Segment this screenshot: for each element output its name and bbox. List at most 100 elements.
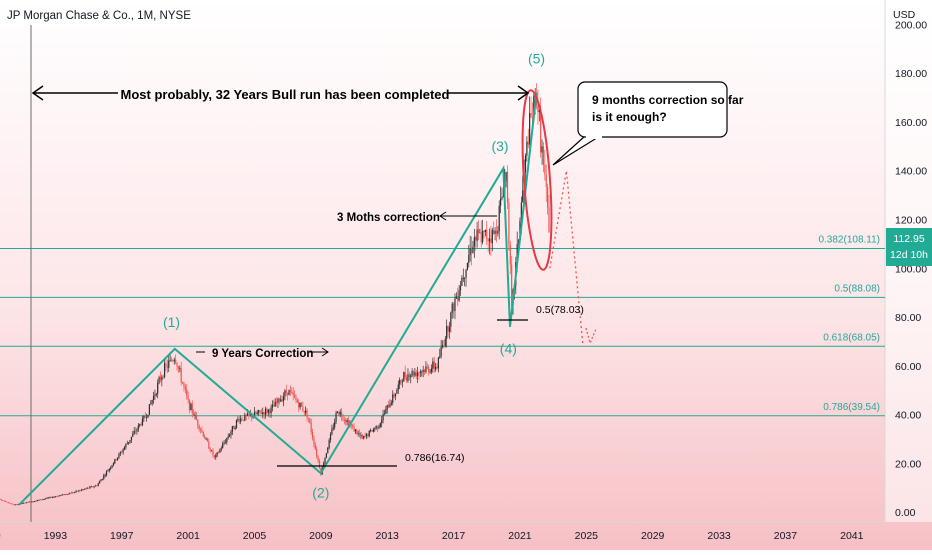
candle-body xyxy=(530,113,532,117)
candle-body xyxy=(78,490,80,492)
candle-body xyxy=(540,109,542,153)
bar-countdown: 12d 10h xyxy=(890,249,928,261)
candle-body xyxy=(288,390,290,396)
candle-body xyxy=(389,404,391,408)
candle-body xyxy=(476,229,478,241)
candle-body xyxy=(222,443,224,449)
candle-body xyxy=(94,485,97,487)
candle-body xyxy=(267,409,269,413)
candle-body xyxy=(186,389,188,396)
candle-body xyxy=(96,485,98,487)
candle-body xyxy=(99,481,101,484)
candle-body xyxy=(259,410,261,413)
candle-body xyxy=(181,381,184,384)
candle-body xyxy=(219,449,221,453)
y-tick-label: 100.00 xyxy=(895,263,927,275)
y-tick-label: 200.00 xyxy=(895,19,927,31)
candle-body xyxy=(313,438,315,445)
candle-body xyxy=(276,401,278,403)
candle-body xyxy=(132,433,134,437)
current-price-badge[interactable]: 112.95 12d 10h xyxy=(886,228,932,266)
candle-body xyxy=(240,418,242,422)
fib-label: 0.618(68.05) xyxy=(823,332,880,343)
candle-body xyxy=(209,448,211,451)
candle-body xyxy=(439,356,441,358)
candle-body xyxy=(383,413,386,415)
candle-body xyxy=(299,402,301,408)
candle-body xyxy=(425,366,427,373)
callout-line-1: 9 months correction so far xyxy=(592,93,744,107)
candle-body xyxy=(220,448,222,450)
candle-body xyxy=(410,375,412,378)
three-months-note: 3 Moths correction xyxy=(337,212,440,224)
candle-body xyxy=(473,237,475,247)
candle-body xyxy=(237,418,239,420)
candle-body xyxy=(201,429,203,432)
candle-body xyxy=(501,196,503,199)
candle-body xyxy=(76,490,79,492)
candle-body xyxy=(296,399,298,403)
candle-body xyxy=(128,442,130,444)
candle-body xyxy=(273,404,275,407)
candle-body xyxy=(75,490,77,492)
candle-body xyxy=(374,428,376,430)
candle-body xyxy=(522,190,524,203)
candle-body xyxy=(85,488,87,490)
y-tick-label: 160.00 xyxy=(895,117,927,129)
candle-body xyxy=(390,402,392,405)
candle-body xyxy=(491,229,493,244)
candle-body xyxy=(393,394,395,397)
candle-body xyxy=(168,360,170,368)
candle-body xyxy=(277,398,279,403)
candle-body xyxy=(6,501,8,503)
candle-body xyxy=(31,501,33,503)
candle-body xyxy=(64,494,66,496)
candle-body xyxy=(166,365,168,368)
candle-body xyxy=(105,471,108,476)
candle-body xyxy=(443,345,445,347)
candle-body xyxy=(428,366,430,372)
candle-body xyxy=(188,399,191,411)
candle-body xyxy=(329,434,332,441)
candle-body xyxy=(40,499,43,501)
candle-body xyxy=(111,465,113,468)
candle-body xyxy=(63,494,65,496)
candle-body xyxy=(419,371,422,373)
candle-body xyxy=(22,502,25,504)
candle-body xyxy=(32,501,34,503)
candle-body xyxy=(378,427,380,429)
candle-body xyxy=(251,414,253,418)
candle-body xyxy=(541,146,543,153)
candle-body xyxy=(381,420,383,424)
candle-body xyxy=(38,499,40,501)
candle-body xyxy=(130,436,133,441)
candle-body xyxy=(213,455,215,458)
candle-body xyxy=(336,411,339,414)
candle-body xyxy=(375,425,377,429)
candle-body xyxy=(542,146,545,165)
candle-body xyxy=(242,419,245,421)
candle-body xyxy=(495,230,498,234)
candle-body xyxy=(93,486,95,488)
candle-body xyxy=(208,441,210,449)
y-tick-label: 80.00 xyxy=(895,312,921,324)
candle-body xyxy=(58,495,61,497)
candle-body xyxy=(544,164,546,175)
candle-body xyxy=(164,363,166,377)
candle-body xyxy=(451,303,453,313)
wave-label: (3) xyxy=(491,138,508,154)
candle-body xyxy=(92,486,94,488)
candle-body xyxy=(100,479,102,482)
candle-body xyxy=(129,440,131,443)
candle-body xyxy=(47,497,50,499)
candle-body xyxy=(382,414,384,421)
candle-body xyxy=(89,486,91,489)
candle-body xyxy=(538,109,540,113)
candle-body xyxy=(126,443,128,445)
candle-body xyxy=(498,205,500,232)
candle-body xyxy=(136,429,138,432)
candle-body xyxy=(119,452,121,454)
x-tick-label: 1997 xyxy=(110,530,134,542)
